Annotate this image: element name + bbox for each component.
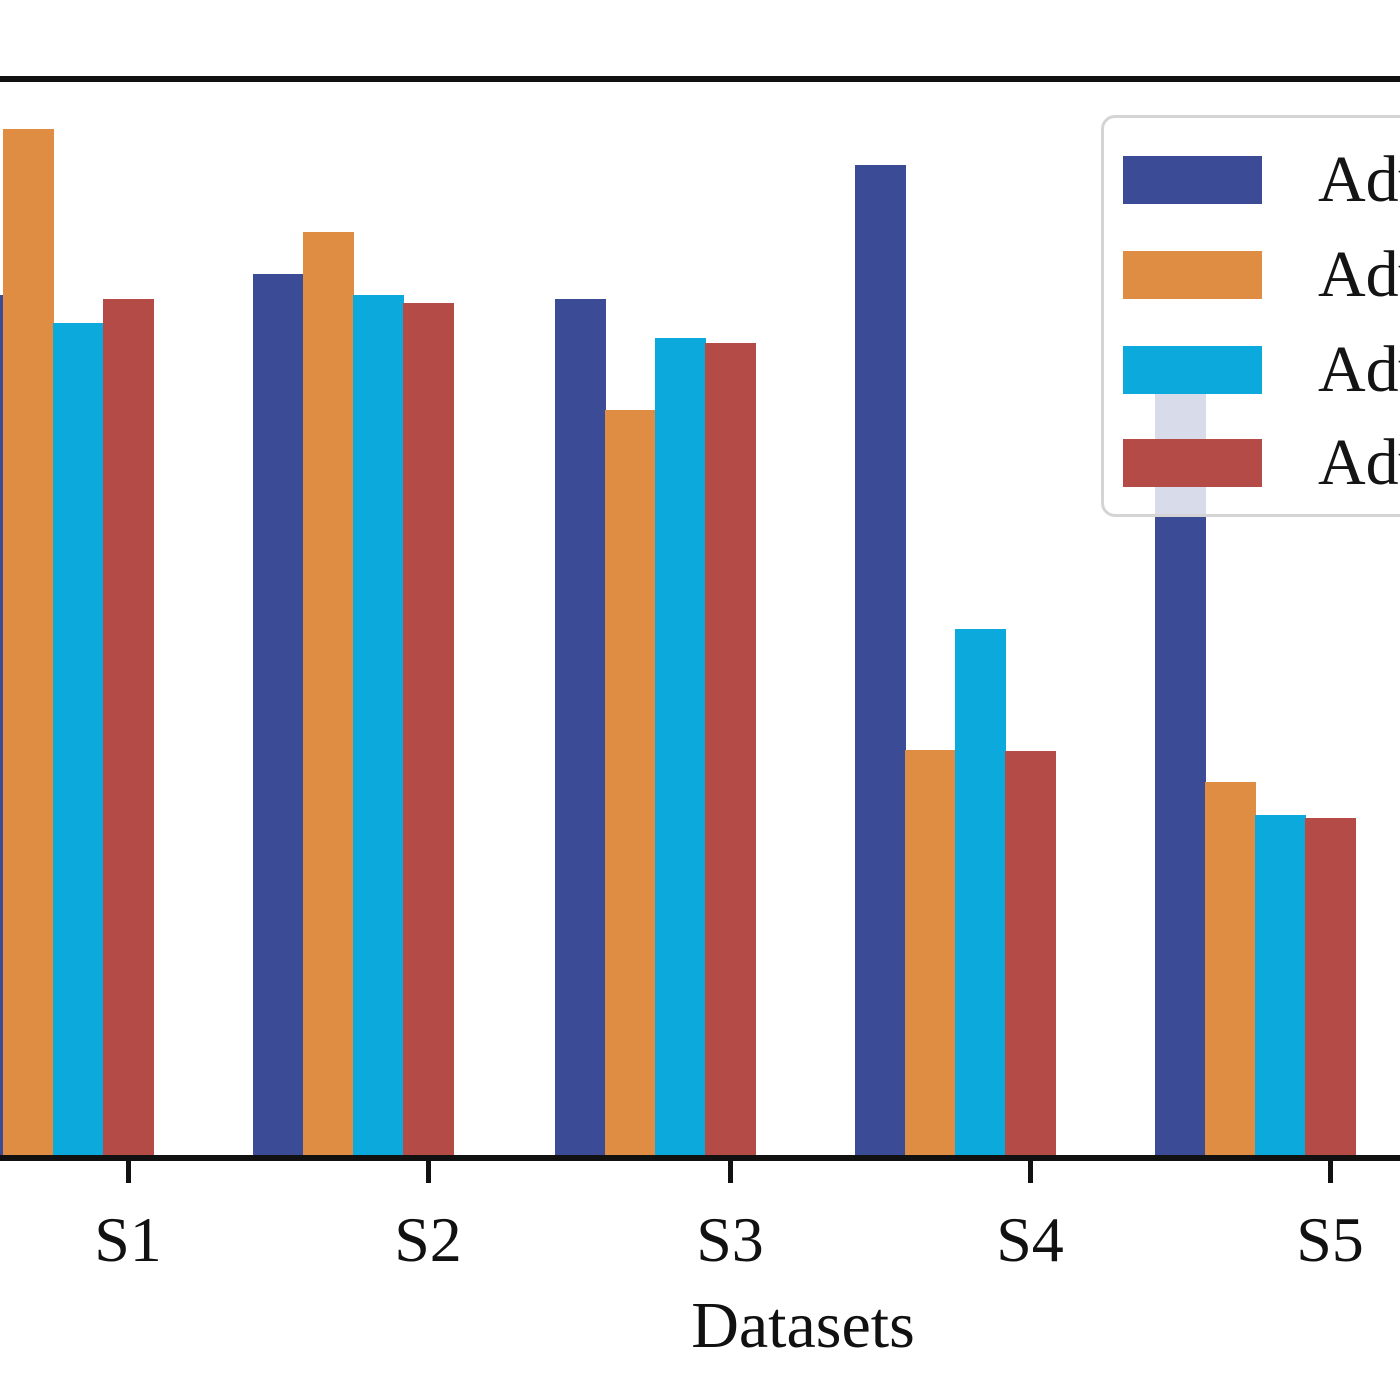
bar-s5-series3	[1255, 815, 1306, 1158]
legend-box: Adv Adv Adv Adv	[1101, 115, 1400, 517]
x-tick-s1	[126, 1161, 131, 1183]
bar-s2-series2	[303, 232, 354, 1158]
legend-label-series2: Adv	[1318, 238, 1400, 311]
legend-label-series3: Adv	[1318, 333, 1400, 406]
legend-swatch-series2	[1123, 251, 1262, 299]
bar-s2-series4	[403, 303, 454, 1158]
bar-s5-series2	[1205, 782, 1256, 1158]
bar-s4-series1	[855, 165, 906, 1158]
legend-swatch-series1	[1123, 156, 1262, 204]
x-tick-s3	[728, 1161, 733, 1183]
legend-label-series4: Adv	[1318, 426, 1400, 499]
x-tick-s5	[1328, 1161, 1333, 1183]
bar-s1-series3	[53, 323, 104, 1158]
legend-label-series1: Adv	[1318, 143, 1400, 216]
bar-s4-series2	[905, 750, 956, 1158]
legend-row-1: Adv	[1123, 142, 1400, 218]
legend-swatch-series3	[1123, 346, 1262, 394]
bar-s3-series1	[555, 299, 606, 1158]
legend-row-2: Adv	[1123, 237, 1400, 313]
bar-s3-series4	[705, 343, 756, 1158]
bar-s1-series2	[3, 129, 54, 1158]
x-axis-line	[0, 1155, 1400, 1161]
bar-s4-series3	[955, 629, 1006, 1158]
bar-s4-series4	[1005, 751, 1056, 1158]
x-tick-label-s3: S3	[696, 1204, 764, 1275]
x-axis-title: Datasets	[691, 1289, 915, 1362]
bar-s2-series3	[353, 295, 404, 1158]
x-tick-label-s2: S2	[394, 1204, 462, 1275]
bar-s3-series2	[605, 410, 656, 1158]
x-tick-s2	[426, 1161, 431, 1183]
bar-s3-series3	[655, 338, 706, 1158]
x-tick-label-s4: S4	[996, 1204, 1064, 1275]
bar-s1-series1	[0, 295, 4, 1158]
bar-s1-series4	[103, 299, 154, 1158]
x-tick-label-s1: S1	[94, 1204, 162, 1275]
top-spine	[0, 76, 1400, 82]
legend-row-3: Adv	[1123, 332, 1400, 408]
legend-row-4: Adv	[1123, 425, 1400, 501]
x-tick-label-s5: S5	[1296, 1204, 1364, 1275]
bar-s5-series4	[1305, 818, 1356, 1158]
legend-swatch-series4	[1123, 439, 1262, 487]
x-tick-s4	[1028, 1161, 1033, 1183]
bar-s2-series1	[253, 274, 304, 1158]
